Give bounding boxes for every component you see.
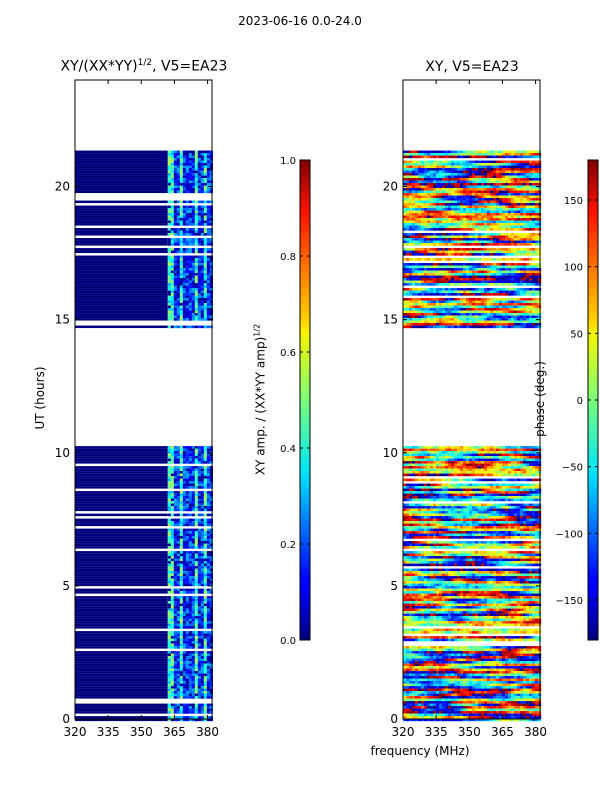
panel2-ytick-label: 0	[390, 712, 398, 726]
panel1-frame	[74, 79, 213, 720]
panel1-xtick-label: 335	[97, 725, 120, 739]
panel2-xtick-label: 350	[458, 725, 481, 739]
panel2-plot	[403, 150, 542, 722]
colorbar2-tick-label: 150	[564, 196, 583, 207]
panel2-ytick-label: 20	[383, 180, 398, 194]
colorbar2-tick-label: 100	[564, 263, 583, 274]
panel1-xtick-label: 350	[130, 725, 153, 739]
colorbar2-tick-label: 50	[570, 329, 583, 340]
panel1-ytick-label: 10	[55, 446, 70, 460]
colorbar1	[299, 159, 311, 641]
panel2-ytick-label: 15	[383, 313, 398, 327]
panel2-title: XY, V5=EA23	[425, 59, 519, 75]
panel2-xtick-label: 335	[425, 725, 448, 739]
panel2-frame	[402, 79, 541, 720]
colorbar1-tick-label: 0.2	[280, 540, 296, 551]
colorbar1-tick-label: 0.0	[280, 636, 296, 647]
panel2-ytick-label: 5	[390, 579, 398, 593]
colorbar1-tick-label: 0.6	[280, 348, 296, 359]
colorbar2-tick-label: −150	[556, 596, 583, 607]
panel1-ytick-label: 15	[55, 313, 70, 327]
panel1-xtick-label: 380	[196, 725, 219, 739]
panel2-xtick-label: 365	[491, 725, 514, 739]
colorbar1-tick-label: 0.4	[280, 444, 296, 455]
figure-title: 2023-06-16 0.0-24.0	[238, 14, 362, 28]
panel1-title: XY/(XX*YY)1/2, V5=EA23	[60, 58, 228, 75]
panel1-ytick-label: 0	[62, 712, 70, 726]
colorbar1-tick-label: 0.8	[280, 252, 296, 263]
colorbar2-tick-label: 0	[577, 396, 583, 407]
panel2-xtick-label: 380	[524, 725, 547, 739]
panel1-ytick-label: 20	[55, 180, 70, 194]
panel1-xtick-label: 365	[163, 725, 186, 739]
panel1-xtick-label: 320	[64, 725, 87, 739]
x-axis-label: frequency (MHz)	[370, 744, 470, 758]
colorbar2-tick-label: −50	[562, 463, 583, 474]
panel2-ytick-label: 10	[383, 446, 398, 460]
colorbar2-tick-label: −100	[556, 529, 583, 540]
panel2-xtick-label: 320	[392, 725, 415, 739]
colorbar1-tick-label: 1.0	[280, 156, 296, 167]
panel1-plot	[75, 150, 214, 722]
panel1-ytick-label: 5	[62, 579, 70, 593]
